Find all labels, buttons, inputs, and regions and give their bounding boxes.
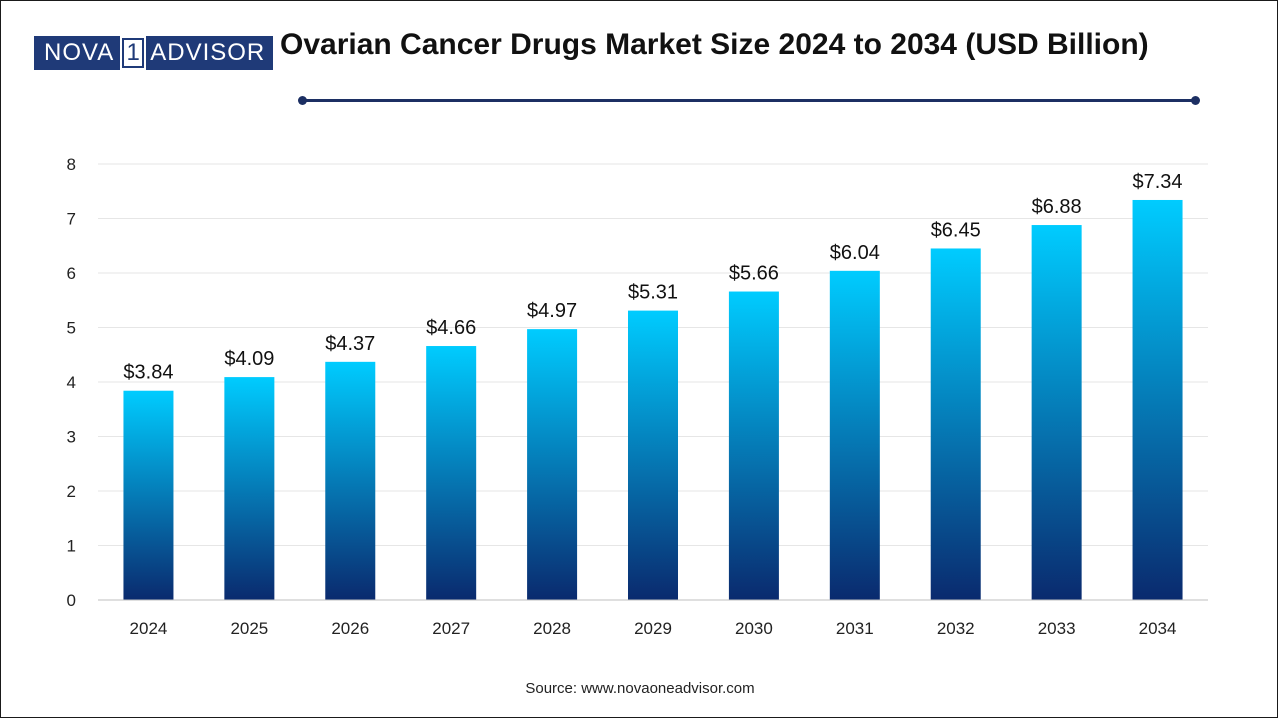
brand-logo: NOVA 1 ADVISOR bbox=[34, 36, 274, 70]
data-label: $4.37 bbox=[325, 333, 375, 355]
bars bbox=[123, 199, 1183, 601]
data-label: $3.84 bbox=[123, 362, 173, 384]
y-tick-label: 3 bbox=[67, 428, 76, 447]
logo-text-one: 1 bbox=[120, 36, 147, 70]
bar bbox=[728, 291, 779, 600]
x-tick-label: 2030 bbox=[735, 619, 773, 638]
logo-text-advisor: ADVISOR bbox=[146, 36, 274, 70]
y-tick-label: 4 bbox=[67, 373, 76, 392]
title-underline bbox=[298, 96, 1200, 105]
bar bbox=[325, 361, 376, 600]
bar bbox=[224, 377, 275, 600]
source-note: Source: www.novaoneadvisor.com bbox=[525, 680, 755, 697]
underline-right-dot bbox=[1191, 96, 1200, 105]
y-tick-label: 2 bbox=[67, 482, 76, 501]
data-label: $4.66 bbox=[426, 317, 476, 339]
y-tick-label: 0 bbox=[67, 591, 76, 610]
bar bbox=[930, 248, 981, 600]
x-tick-label: 2033 bbox=[1038, 619, 1076, 638]
bar bbox=[426, 346, 477, 600]
bar bbox=[628, 310, 678, 600]
x-tick-label: 2032 bbox=[937, 619, 975, 638]
x-axis-ticks: 2024 2025 2026 2027 2028 2029 2030 2031 2032 2033… bbox=[130, 619, 1177, 638]
x-tick-label: 2027 bbox=[432, 619, 470, 638]
y-tick-label: 6 bbox=[67, 264, 76, 283]
x-tick-label: 2026 bbox=[331, 619, 369, 638]
data-label: $5.31 bbox=[628, 282, 678, 304]
data-label: $7.34 bbox=[1133, 171, 1183, 193]
x-tick-label: 2024 bbox=[130, 619, 168, 638]
data-label: $4.97 bbox=[527, 300, 577, 322]
x-tick-label: 2025 bbox=[230, 619, 268, 638]
logo-text-nova: NOVA bbox=[34, 36, 121, 70]
data-label: $6.88 bbox=[1032, 196, 1082, 218]
data-label: $4.09 bbox=[224, 348, 274, 370]
y-axis-ticks: 0 1 2 3 4 5 6 7 8 bbox=[67, 155, 76, 610]
data-labels: $3.84 $4.09 $4.37 $4.66 $4.97 $5.31 $5.66 $6.04… bbox=[123, 171, 1182, 384]
bar bbox=[1031, 225, 1082, 601]
x-tick-label: 2031 bbox=[836, 619, 874, 638]
data-label: $6.04 bbox=[830, 242, 880, 264]
data-label: $5.66 bbox=[729, 263, 779, 285]
y-tick-label: 5 bbox=[67, 319, 76, 338]
chart-title: Ovarian Cancer Drugs Market Size 2024 to… bbox=[280, 28, 1149, 61]
y-tick-label: 8 bbox=[67, 155, 76, 174]
x-tick-label: 2028 bbox=[533, 619, 571, 638]
bar bbox=[123, 390, 174, 600]
x-tick-label: 2029 bbox=[634, 619, 672, 638]
y-tick-label: 7 bbox=[67, 210, 76, 229]
data-label: $6.45 bbox=[931, 219, 981, 241]
underline-left-dot bbox=[298, 96, 307, 105]
bar bbox=[829, 270, 880, 600]
bar bbox=[527, 329, 578, 600]
x-tick-label: 2034 bbox=[1139, 619, 1177, 638]
bar bbox=[1132, 199, 1183, 600]
y-tick-label: 1 bbox=[67, 537, 76, 556]
